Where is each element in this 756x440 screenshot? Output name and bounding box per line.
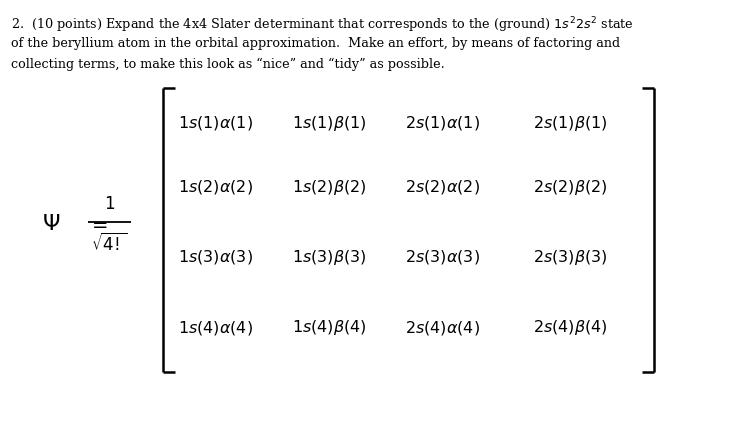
Text: $2s(3)\beta(3)$: $2s(3)\beta(3)$ <box>534 248 608 267</box>
Text: $1s(4)\beta(4)$: $1s(4)\beta(4)$ <box>292 318 366 337</box>
Text: $=$: $=$ <box>88 216 109 233</box>
Text: $1$: $1$ <box>104 196 115 213</box>
Text: $2s(4)\beta(4)$: $2s(4)\beta(4)$ <box>534 318 608 337</box>
Text: $1s(1)\alpha(1)$: $1s(1)\alpha(1)$ <box>178 114 253 132</box>
Text: $2s(1)\alpha(1)$: $2s(1)\alpha(1)$ <box>404 114 480 132</box>
Text: $1s(4)\alpha(4)$: $1s(4)\alpha(4)$ <box>178 319 253 337</box>
Text: $\sqrt{4!}$: $\sqrt{4!}$ <box>91 233 128 255</box>
Text: $1s(2)\beta(2)$: $1s(2)\beta(2)$ <box>292 177 366 197</box>
Text: $2s(4)\alpha(4)$: $2s(4)\alpha(4)$ <box>404 319 480 337</box>
Text: $2s(2)\beta(2)$: $2s(2)\beta(2)$ <box>534 177 608 197</box>
Text: 2.  (10 points) Expand the 4x4 Slater determinant that corresponds to the (groun: 2. (10 points) Expand the 4x4 Slater det… <box>11 15 634 35</box>
Text: $2s(1)\beta(1)$: $2s(1)\beta(1)$ <box>534 114 608 133</box>
Text: $2s(3)\alpha(3)$: $2s(3)\alpha(3)$ <box>404 249 480 266</box>
Text: $1s(2)\alpha(2)$: $1s(2)\alpha(2)$ <box>178 178 253 196</box>
Text: $1s(3)\alpha(3)$: $1s(3)\alpha(3)$ <box>178 249 253 266</box>
Text: $2s(2)\alpha(2)$: $2s(2)\alpha(2)$ <box>404 178 480 196</box>
Text: collecting terms, to make this look as “nice” and “tidy” as possible.: collecting terms, to make this look as “… <box>11 58 445 71</box>
Text: $\Psi$: $\Psi$ <box>42 213 60 235</box>
Text: of the beryllium atom in the orbital approximation.  Make an effort, by means of: of the beryllium atom in the orbital app… <box>11 37 621 50</box>
Text: $1s(1)\beta(1)$: $1s(1)\beta(1)$ <box>292 114 366 133</box>
Text: $1s(3)\beta(3)$: $1s(3)\beta(3)$ <box>292 248 366 267</box>
